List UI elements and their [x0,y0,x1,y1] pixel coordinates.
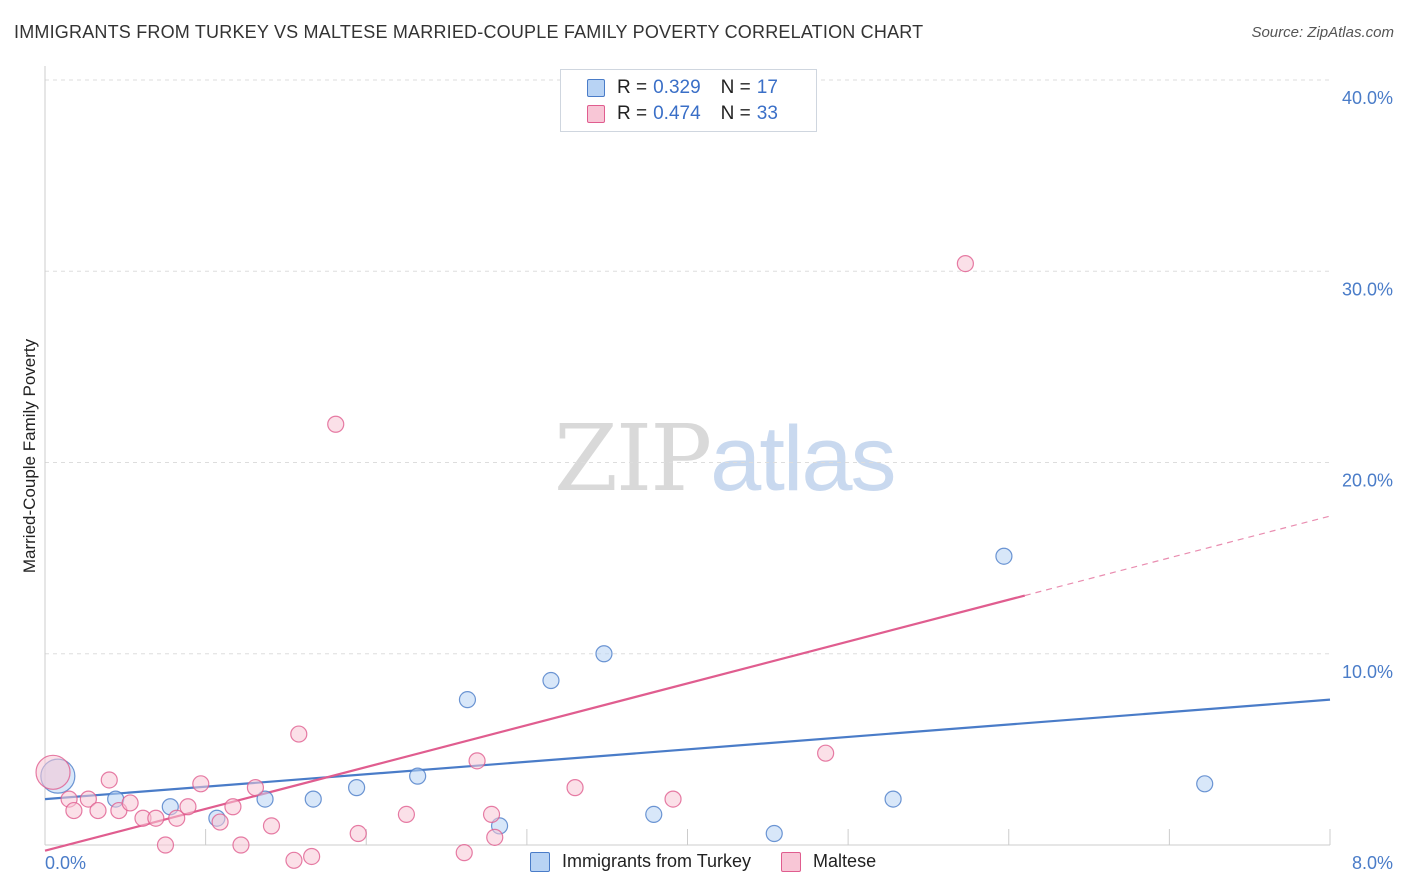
point-maltese [168,809,186,827]
y-tick-label: 30.0% [1342,279,1393,299]
point-turkey [884,790,902,808]
watermark: ZIPatlas [554,405,897,512]
point-maltese [664,790,682,808]
legend-swatch-turkey [530,851,550,872]
point-turkey [1196,775,1214,793]
point-turkey [542,671,560,690]
point-maltese [35,754,71,790]
legend-r-value-turkey: 0.329 [653,77,701,98]
legend-n-value-turkey: 17 [756,77,778,98]
legend-swatch-maltese [587,105,605,123]
legend-n-label: N = [720,77,751,98]
legend-r-value-maltese: 0.474 [653,103,701,124]
point-maltese [262,817,281,835]
legend-r-label: R = [617,103,648,124]
point-maltese [224,798,242,816]
series-legend: Immigrants from Turkey Maltese [530,851,906,872]
legend-item-turkey[interactable]: Immigrants from Turkey [530,851,751,872]
legend-row-maltese: R = 0.474 N = 33 [587,102,778,126]
point-maltese [179,798,197,816]
trend-line-0 [44,698,1331,801]
tick-labels: 10.0% 20.0% 30.0% 40.0% 0.0% 8.0% [45,88,1393,873]
point-turkey [348,779,366,797]
legend-label-maltese: Maltese [813,851,877,871]
legend-swatch-turkey [587,79,605,97]
source-label: Source: ZipAtlas.com [1251,24,1394,41]
point-turkey [595,645,613,663]
point-maltese [89,801,107,820]
point-maltese [303,847,321,866]
point-maltese [211,813,229,831]
point-maltese [956,255,974,273]
legend-r-label: R = [617,77,648,98]
point-maltese [246,779,265,797]
watermark-zip: ZIP [554,405,712,512]
point-maltese [156,836,175,854]
trend-line-1 [44,594,1026,852]
legend-label-turkey: Immigrants from Turkey [562,851,752,871]
point-turkey [765,824,783,843]
point-maltese [468,752,486,770]
point-maltese [147,809,165,827]
grid-lines [45,79,1330,655]
y-tick-label: 40.0% [1342,88,1393,108]
legend-row-turkey: R = 0.329 N = 17 [587,76,778,100]
point-turkey [256,790,274,808]
data-points [35,255,1214,869]
point-maltese [232,836,250,854]
point-maltese [349,824,367,843]
y-tick-label: 20.0% [1342,471,1393,491]
point-turkey [995,547,1013,565]
point-maltese [100,771,118,789]
point-maltese [397,805,416,824]
x-tick-label: 8.0% [1352,853,1393,873]
point-maltese [817,744,835,762]
y-tick-label: 10.0% [1342,662,1393,682]
point-maltese [65,801,83,820]
axes [44,66,1331,846]
point-maltese [285,851,303,869]
point-maltese [455,844,473,862]
point-maltese [290,725,308,743]
point-maltese [192,775,210,793]
point-turkey [458,691,477,709]
point-maltese [482,805,501,824]
stats-legend: R = 0.329 N = 17 R = 0.474 N = 33 [560,69,817,132]
legend-n-label: N = [720,103,751,124]
trend-line-extension-1 [1024,515,1331,597]
point-maltese [79,790,97,808]
point-turkey [304,790,322,808]
chart-title: IMMIGRANTS FROM TURKEY VS MALTESE MARRIE… [14,22,924,42]
point-maltese [486,828,504,846]
point-turkey [645,805,663,824]
x-tick-label: 0.0% [45,853,86,873]
legend-swatch-maltese [781,851,802,872]
point-turkey [409,767,427,785]
point-maltese [566,779,584,797]
watermark-atlas: atlas [710,408,896,510]
legend-item-maltese[interactable]: Maltese [781,851,876,872]
legend-n-value-maltese: 33 [756,103,778,124]
point-maltese [121,794,139,812]
point-maltese [327,415,345,433]
